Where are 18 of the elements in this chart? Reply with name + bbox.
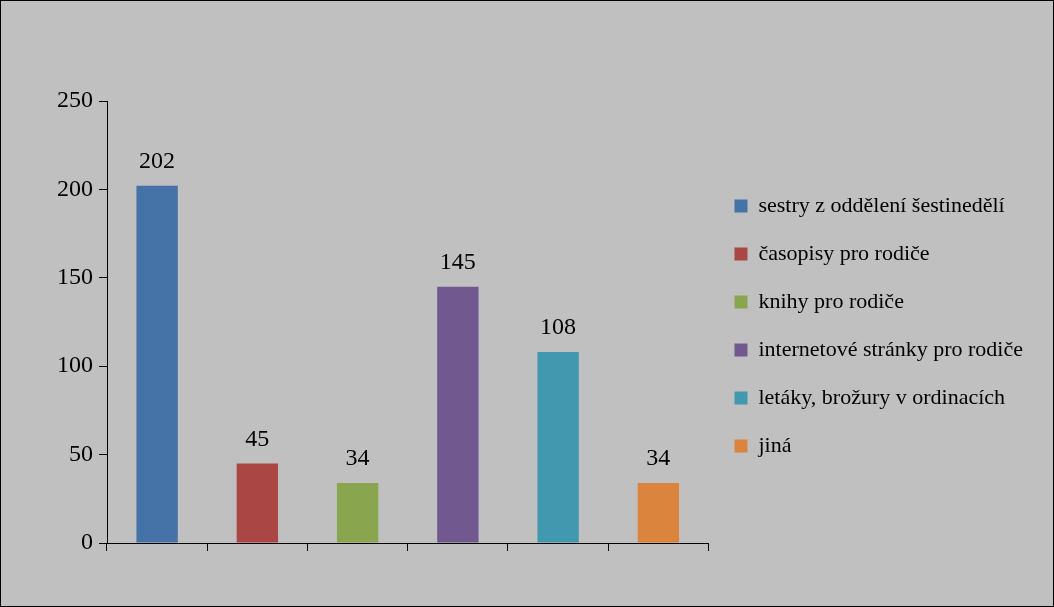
legend-label: sestry z oddělení šestinedělí (758, 191, 1005, 217)
y-tick-label: 0 (81, 528, 93, 555)
data-label: 45 (245, 424, 270, 451)
data-label: 34 (646, 444, 671, 471)
y-tick-label: 150 (57, 263, 93, 290)
legend-label: internetové stránky pro rodiče (758, 335, 1023, 361)
data-label: 108 (540, 313, 577, 340)
legend-label: jiná (757, 431, 792, 457)
data-label: 34 (345, 444, 370, 471)
legend-label: knihy pro rodiče (758, 287, 904, 313)
legend-label: letáky, brožury v ordinacích (758, 383, 1006, 409)
legend-label: časopisy pro rodiče (758, 239, 930, 265)
y-tick-label: 50 (69, 439, 93, 466)
y-tick-label: 250 (57, 86, 93, 113)
data-label: 202 (139, 147, 176, 174)
y-tick-label: 200 (57, 174, 93, 201)
y-tick-label: 100 (57, 351, 93, 378)
data-label: 145 (439, 247, 476, 274)
